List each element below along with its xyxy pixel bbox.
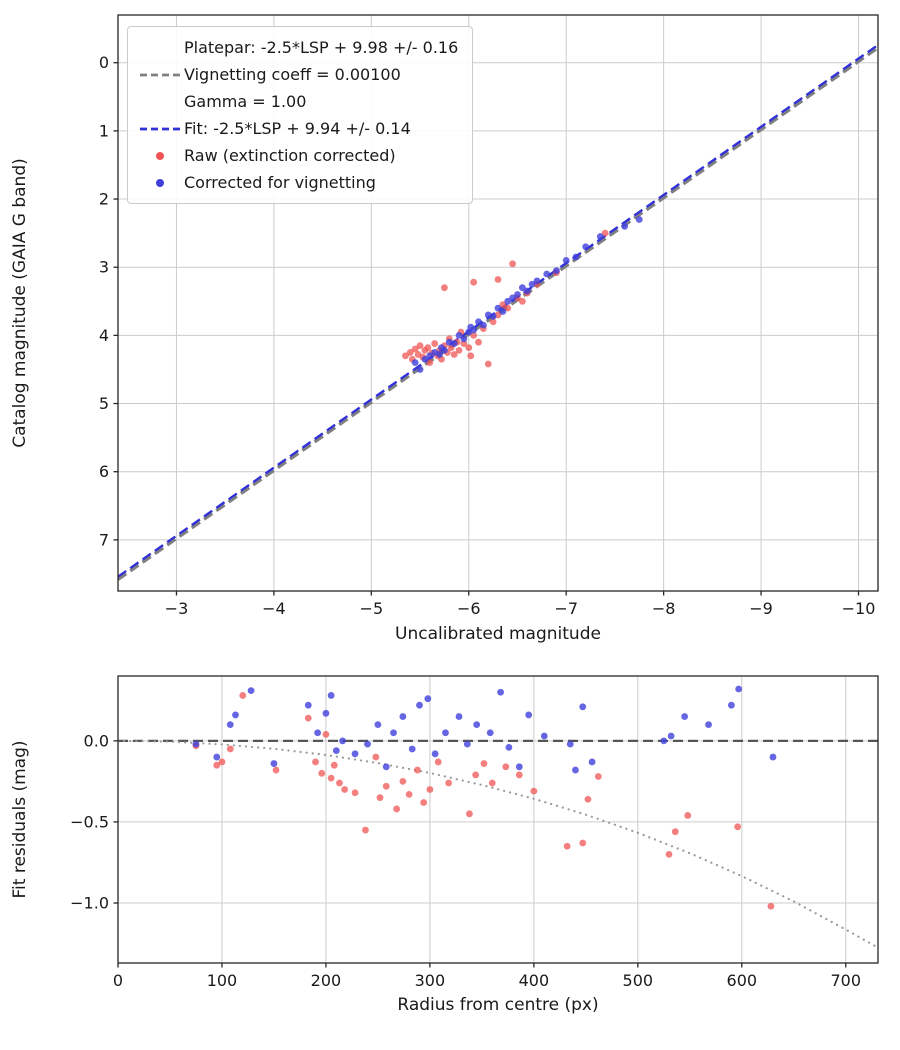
svg-text:300: 300: [415, 971, 446, 990]
top-x-axis-label: Uncalibrated magnitude: [395, 624, 601, 644]
svg-text:4: 4: [99, 326, 109, 345]
svg-text:−0.5: −0.5: [70, 812, 109, 831]
red-dot-icon: [136, 151, 184, 160]
gray-dashed-line-icon: [136, 72, 184, 78]
top-y-axis-label: Catalog magnitude (GAIA G band): [10, 158, 30, 448]
svg-text:5: 5: [99, 394, 109, 413]
fit-line: [117, 44, 879, 578]
legend-row-fit: Fit: -2.5*LSP + 9.94 +/- 0.14: [136, 115, 458, 142]
blue-dot-icon: [136, 178, 184, 187]
svg-text:−9: −9: [749, 599, 773, 618]
legend-label-vignetting-coeff: Vignetting coeff = 0.00100: [184, 65, 401, 84]
svg-text:−3: −3: [165, 599, 189, 618]
svg-text:400: 400: [519, 971, 550, 990]
vignetting-model-curve: [116, 739, 880, 949]
legend-row-raw: Raw (extinction corrected): [136, 142, 458, 169]
svg-text:0: 0: [113, 971, 123, 990]
legend-label-raw: Raw (extinction corrected): [184, 146, 396, 165]
axes-frame: [117, 675, 879, 964]
corrected-for-vignetting-points: [411, 216, 643, 373]
tick-labels: −3 −4 −5 −6 −7 −8 −9 −10 0 1 2 3 4 5 6 7: [99, 53, 876, 618]
svg-text:0.0: 0.0: [84, 731, 109, 750]
corrected-for-vignetting-points: [192, 685, 777, 774]
legend-label-gamma: Gamma = 1.00: [184, 92, 307, 111]
platepar-line: [117, 46, 879, 581]
photometry-fit-plot: −3 −4 −5 −6 −7 −8 −9 −10 0 1 2 3 4 5 6 7: [99, 14, 879, 618]
svg-text:500: 500: [623, 971, 654, 990]
svg-text:700: 700: [830, 971, 861, 990]
bottom-y-axis-label: Fit residuals (mag): [10, 740, 30, 899]
svg-text:200: 200: [311, 971, 342, 990]
legend-row-gamma: Gamma = 1.00: [136, 88, 458, 115]
blue-dashed-line-icon: [136, 126, 184, 132]
svg-text:−10: −10: [842, 599, 876, 618]
svg-text:2: 2: [99, 190, 109, 209]
svg-text:−4: −4: [262, 599, 286, 618]
raw-extinction-corrected--points: [192, 692, 775, 910]
axes-frame: [117, 14, 879, 592]
raw-extinction-corrected--points: [402, 229, 609, 368]
fit-residuals-plot: 0 100 200 300 400 500 600 700 0.0 −0.5 −1.0: [70, 675, 880, 990]
svg-text:100: 100: [207, 971, 238, 990]
bottom-x-axis-label: Radius from centre (px): [397, 995, 599, 1015]
legend-row-platepar: Platepar: -2.5*LSP + 9.98 +/- 0.16: [136, 34, 458, 61]
legend: Platepar: -2.5*LSP + 9.98 +/- 0.16 Vigne…: [127, 26, 474, 204]
svg-text:−1.0: −1.0: [70, 894, 109, 913]
legend-row-vignetting-coeff: Vignetting coeff = 0.00100: [136, 61, 458, 88]
legend-label-corrected: Corrected for vignetting: [184, 173, 376, 192]
svg-text:7: 7: [99, 530, 109, 549]
svg-text:3: 3: [99, 258, 109, 277]
svg-text:−8: −8: [652, 599, 676, 618]
legend-label-platepar: Platepar: -2.5*LSP + 9.98 +/- 0.16: [184, 38, 459, 57]
svg-text:−7: −7: [554, 599, 578, 618]
tick-labels: 0 100 200 300 400 500 600 700 0.0 −0.5 −1.0: [70, 731, 861, 990]
svg-text:1: 1: [99, 121, 109, 140]
svg-text:6: 6: [99, 462, 109, 481]
svg-text:0: 0: [99, 53, 109, 72]
legend-label-fit: Fit: -2.5*LSP + 9.94 +/- 0.14: [184, 119, 411, 138]
svg-text:−5: −5: [360, 599, 384, 618]
svg-text:−6: −6: [457, 599, 481, 618]
grid-lines: [117, 676, 878, 963]
svg-text:600: 600: [727, 971, 758, 990]
legend-row-corrected: Corrected for vignetting: [136, 169, 458, 196]
